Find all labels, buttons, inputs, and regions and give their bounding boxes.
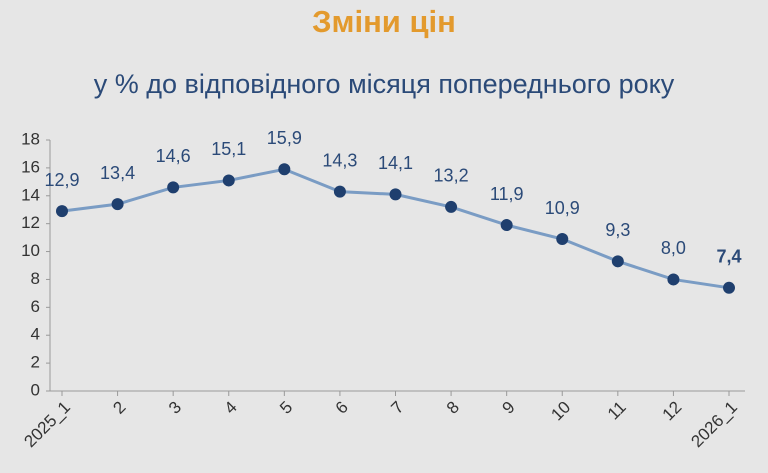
data-point xyxy=(500,219,513,232)
data-point xyxy=(278,163,291,176)
x-tick-label: 12 xyxy=(659,398,686,425)
y-tick-label: 14 xyxy=(21,185,40,204)
chart-title: Зміни цін xyxy=(312,4,456,39)
chart-subtitle: у % до відповідного місяця попереднього … xyxy=(94,69,675,99)
y-tick-label: 18 xyxy=(21,129,40,148)
data-point xyxy=(611,255,624,268)
x-tick-label: 5 xyxy=(276,398,296,418)
y-tick-label: 16 xyxy=(21,157,40,176)
data-label: 14,1 xyxy=(378,153,413,173)
x-tick-label: 8 xyxy=(443,398,463,418)
data-label: 12,9 xyxy=(44,170,79,190)
data-point xyxy=(556,233,569,246)
data-label: 10,9 xyxy=(545,198,580,218)
data-label: 11,9 xyxy=(490,184,524,204)
x-tick-label: 4 xyxy=(221,398,241,418)
y-tick-label: 4 xyxy=(31,325,40,344)
x-tick-label: 7 xyxy=(387,398,407,418)
y-tick-label: 6 xyxy=(31,297,40,316)
data-label: 7,4 xyxy=(716,247,741,267)
x-tick-label: 3 xyxy=(165,398,185,418)
x-tick-label: 2026_1 xyxy=(687,398,741,452)
data-point xyxy=(333,185,346,198)
data-label: 13,2 xyxy=(434,166,469,186)
y-tick-label: 8 xyxy=(31,269,40,288)
data-label: 14,6 xyxy=(156,146,191,166)
x-tick-label: 2 xyxy=(109,398,129,418)
x-tick-label: 10 xyxy=(547,398,574,425)
data-label: 8,0 xyxy=(661,238,686,258)
x-tick-label: 6 xyxy=(332,398,352,418)
data-label: 15,9 xyxy=(267,128,302,148)
data-point xyxy=(111,198,124,211)
data-point xyxy=(445,200,458,213)
data-point xyxy=(389,188,402,201)
data-point xyxy=(167,181,180,194)
y-tick-label: 0 xyxy=(31,380,40,399)
data-point xyxy=(56,205,68,218)
x-tick-label: 11 xyxy=(604,398,630,424)
data-label: 14,3 xyxy=(322,150,357,170)
y-tick-label: 12 xyxy=(21,213,40,232)
data-point xyxy=(723,281,735,294)
data-label: 13,4 xyxy=(100,163,135,183)
data-point xyxy=(667,273,680,286)
data-label: 15,1 xyxy=(211,139,246,159)
x-tick-label: 2025_1 xyxy=(20,398,74,452)
data-label: 9,3 xyxy=(605,220,630,240)
y-tick-label: 2 xyxy=(31,353,40,372)
y-tick-label: 10 xyxy=(21,241,40,260)
x-tick-label: 9 xyxy=(499,398,519,418)
data-point xyxy=(222,174,235,187)
